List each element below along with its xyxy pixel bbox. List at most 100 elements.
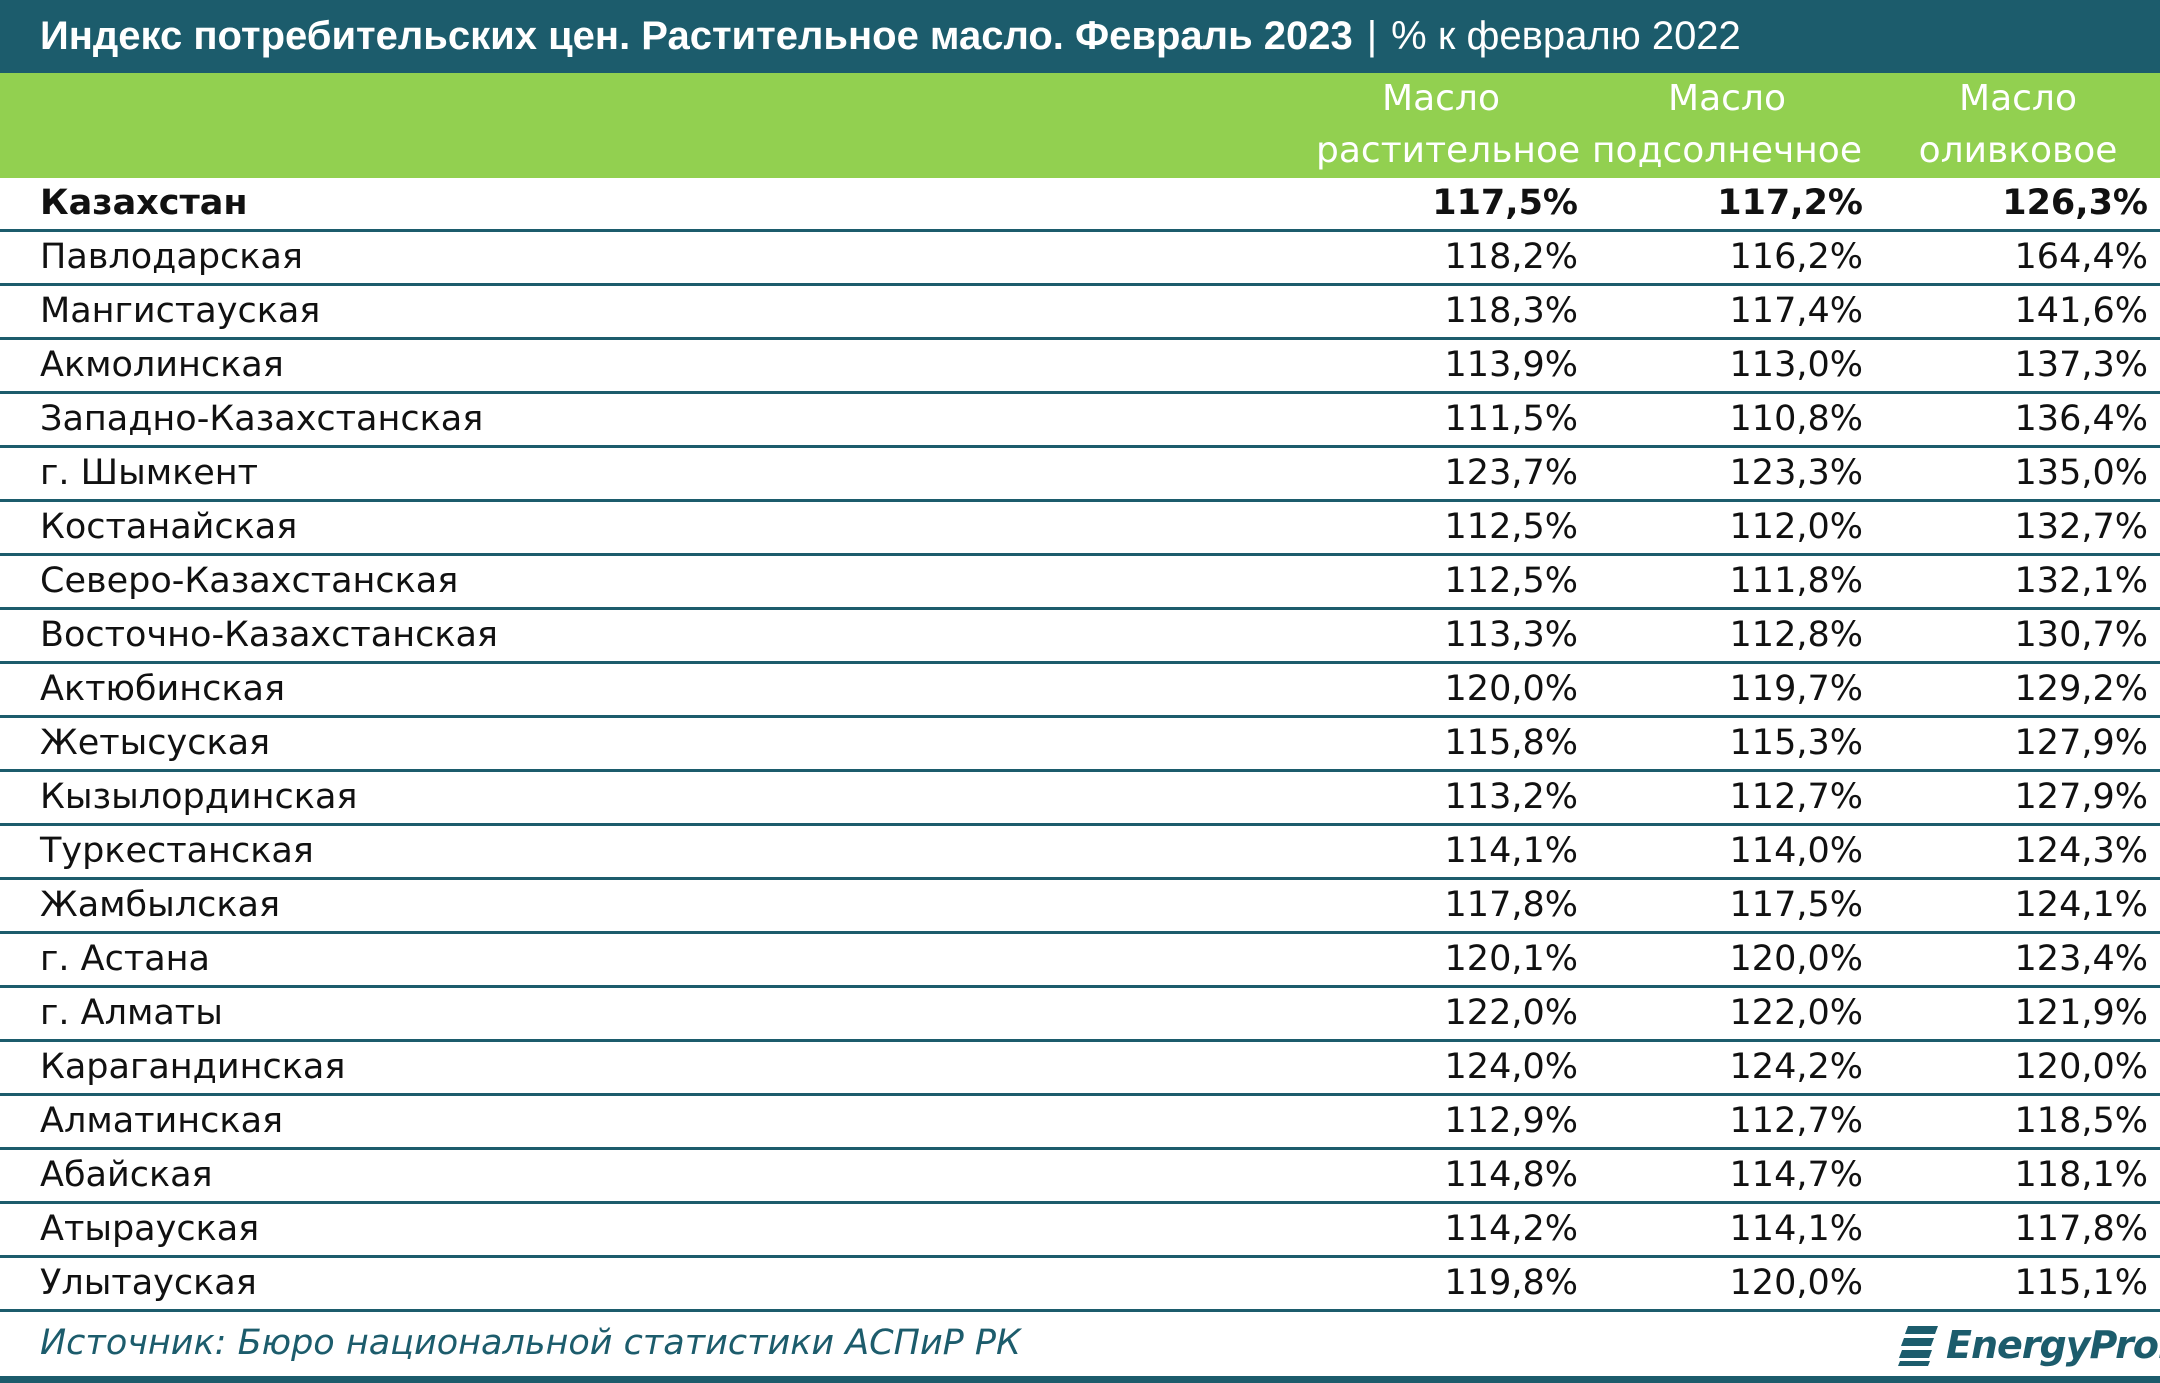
region-name: г. Шымкент bbox=[40, 453, 259, 493]
olive-oil-value: 124,3% bbox=[2014, 831, 2148, 871]
region-name: Алматинская bbox=[40, 1101, 284, 1141]
olive-oil-value: 124,1% bbox=[2014, 885, 2148, 925]
vegetable-oil-value: 114,8% bbox=[1444, 1155, 1578, 1195]
olive-oil-value: 130,7% bbox=[2014, 615, 2148, 655]
region-name: Восточно-Казахстанская bbox=[40, 615, 498, 655]
olive-oil-value: 117,8% bbox=[2014, 1209, 2148, 1249]
olive-oil-value: 129,2% bbox=[2014, 669, 2148, 709]
region-name: Туркестанская bbox=[40, 831, 314, 871]
vegetable-oil-value: 112,5% bbox=[1444, 561, 1578, 601]
vegetable-oil-value: 114,2% bbox=[1444, 1209, 1578, 1249]
vegetable-oil-value: 122,0% bbox=[1444, 993, 1578, 1033]
olive-oil-value: 135,0% bbox=[2014, 453, 2148, 493]
region-name: Актюбинская bbox=[40, 669, 286, 709]
column-header-line1: Масло bbox=[1668, 78, 1786, 119]
olive-oil-value: 141,6% bbox=[2014, 291, 2148, 331]
column-header-row: Масло растительное Масло подсолнечное Ма… bbox=[0, 73, 2160, 178]
title-separator: | bbox=[1366, 14, 1378, 58]
vegetable-oil-value: 117,5% bbox=[1432, 183, 1578, 223]
olive-oil-value: 164,4% bbox=[2014, 237, 2148, 277]
table-row: Абайская 114,8% 114,7% 118,1% bbox=[0, 1150, 2160, 1204]
table-row: Улытауская 119,8% 120,0% 115,1% bbox=[0, 1258, 2160, 1312]
source-note: Источник: Бюро национальной статистики А… bbox=[40, 1323, 1021, 1363]
vegetable-oil-value: 119,8% bbox=[1444, 1263, 1578, 1303]
energyprom-logo-icon bbox=[1898, 1326, 1938, 1366]
sunflower-oil-value: 110,8% bbox=[1729, 399, 1863, 439]
vegetable-oil-value: 120,0% bbox=[1444, 669, 1578, 709]
olive-oil-value: 120,0% bbox=[2014, 1047, 2148, 1087]
vegetable-oil-value: 114,1% bbox=[1444, 831, 1578, 871]
bottom-divider bbox=[0, 1376, 2160, 1383]
vegetable-oil-value: 115,8% bbox=[1444, 723, 1578, 763]
vegetable-oil-value: 113,9% bbox=[1444, 345, 1578, 385]
sunflower-oil-value: 113,0% bbox=[1729, 345, 1863, 385]
olive-oil-value: 132,7% bbox=[2014, 507, 2148, 547]
column-header-line1: Масло bbox=[1959, 78, 2077, 119]
olive-oil-value: 136,4% bbox=[2014, 399, 2148, 439]
region-name: Карагандинская bbox=[40, 1047, 346, 1087]
sunflower-oil-value: 120,0% bbox=[1729, 939, 1863, 979]
footer: Источник: Бюро национальной статистики А… bbox=[0, 1315, 2160, 1375]
sunflower-oil-value: 117,4% bbox=[1729, 291, 1863, 331]
table-row: Павлодарская 118,2% 116,2% 164,4% bbox=[0, 232, 2160, 286]
sunflower-oil-value: 124,2% bbox=[1729, 1047, 1863, 1087]
vegetable-oil-value: 112,9% bbox=[1444, 1101, 1578, 1141]
sunflower-oil-value: 123,3% bbox=[1729, 453, 1863, 493]
table-row: Жамбылская 117,8% 117,5% 124,1% bbox=[0, 880, 2160, 934]
column-header-line2: подсолнечное bbox=[1592, 130, 1862, 171]
region-name: Мангистауская bbox=[40, 291, 321, 331]
olive-oil-value: 127,9% bbox=[2014, 777, 2148, 817]
vegetable-oil-value: 124,0% bbox=[1444, 1047, 1578, 1087]
region-name: Костанайская bbox=[40, 507, 298, 547]
table-row: Жетысуская 115,8% 115,3% 127,9% bbox=[0, 718, 2160, 772]
column-header-line1: Масло bbox=[1382, 78, 1500, 119]
table-row: Карагандинская 124,0% 124,2% 120,0% bbox=[0, 1042, 2160, 1096]
sunflower-oil-value: 115,3% bbox=[1729, 723, 1863, 763]
olive-oil-value: 118,1% bbox=[2014, 1155, 2148, 1195]
olive-oil-value: 115,1% bbox=[2014, 1263, 2148, 1303]
sunflower-oil-value: 112,7% bbox=[1729, 1101, 1863, 1141]
region-name: Улытауская bbox=[40, 1263, 257, 1303]
table-row: Мангистауская 118,3% 117,4% 141,6% bbox=[0, 286, 2160, 340]
sunflower-oil-value: 111,8% bbox=[1729, 561, 1863, 601]
table-row-total: Казахстан 117,5% 117,2% 126,3% bbox=[0, 178, 2160, 232]
vegetable-oil-value: 120,1% bbox=[1444, 939, 1578, 979]
table-row: Восточно-Казахстанская 113,3% 112,8% 130,7% bbox=[0, 610, 2160, 664]
olive-oil-value: 126,3% bbox=[2002, 183, 2148, 223]
region-name: г. Алматы bbox=[40, 993, 223, 1033]
table-row: Туркестанская 114,1% 114,0% 124,3% bbox=[0, 826, 2160, 880]
vegetable-oil-value: 123,7% bbox=[1444, 453, 1578, 493]
table-row: г. Астана 120,1% 120,0% 123,4% bbox=[0, 934, 2160, 988]
region-name: г. Астана bbox=[40, 939, 210, 979]
region-name: Жетысуская bbox=[40, 723, 271, 763]
sunflower-oil-value: 112,0% bbox=[1729, 507, 1863, 547]
region-name: Северо-Казахстанская bbox=[40, 561, 459, 601]
olive-oil-value: 121,9% bbox=[2014, 993, 2148, 1033]
column-header-line2: оливковое bbox=[1918, 130, 2118, 171]
table-row: Кызылординская 113,2% 112,7% 127,9% bbox=[0, 772, 2160, 826]
region-name: Западно-Казахстанская bbox=[40, 399, 484, 439]
olive-oil-value: 127,9% bbox=[2014, 723, 2148, 763]
chart-title: Индекс потребительских цен. Растительное… bbox=[40, 14, 1353, 58]
vegetable-oil-value: 118,2% bbox=[1444, 237, 1578, 277]
olive-oil-value: 118,5% bbox=[2014, 1101, 2148, 1141]
column-header-sunflower-oil: Масло подсолнечное bbox=[1592, 73, 1862, 178]
region-name: Жамбылская bbox=[40, 885, 281, 925]
sunflower-oil-value: 120,0% bbox=[1729, 1263, 1863, 1303]
table-row: г. Алматы 122,0% 122,0% 121,9% bbox=[0, 988, 2160, 1042]
chart-unit: % к февралю 2022 bbox=[1391, 14, 1741, 58]
vegetable-oil-value: 118,3% bbox=[1444, 291, 1578, 331]
olive-oil-value: 132,1% bbox=[2014, 561, 2148, 601]
olive-oil-value: 123,4% bbox=[2014, 939, 2148, 979]
column-header-olive-oil: Масло оливковое bbox=[1888, 73, 2148, 178]
vegetable-oil-value: 117,8% bbox=[1444, 885, 1578, 925]
table-row: Актюбинская 120,0% 119,7% 129,2% bbox=[0, 664, 2160, 718]
region-name: Акмолинская bbox=[40, 345, 284, 385]
vegetable-oil-value: 113,2% bbox=[1444, 777, 1578, 817]
table-row: г. Шымкент 123,7% 123,3% 135,0% bbox=[0, 448, 2160, 502]
logo-text: EnergyProm bbox=[1946, 1323, 2160, 1367]
sunflower-oil-value: 114,1% bbox=[1729, 1209, 1863, 1249]
sunflower-oil-value: 122,0% bbox=[1729, 993, 1863, 1033]
sunflower-oil-value: 117,5% bbox=[1729, 885, 1863, 925]
sunflower-oil-value: 114,0% bbox=[1729, 831, 1863, 871]
